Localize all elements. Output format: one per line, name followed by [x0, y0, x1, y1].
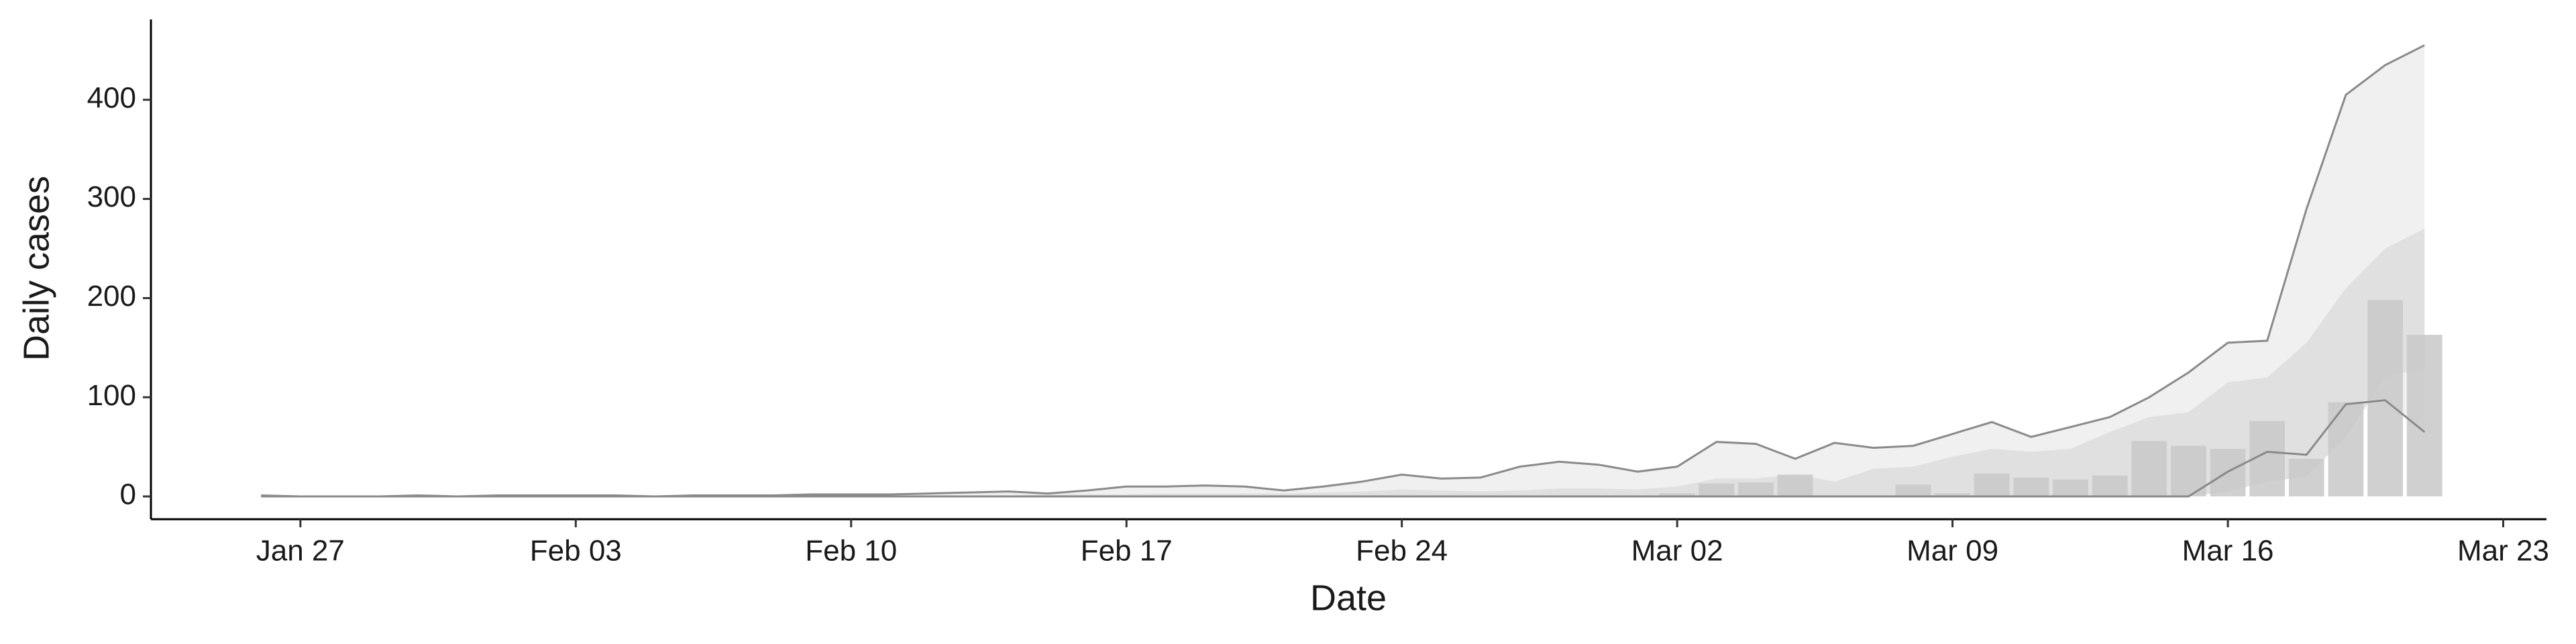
x-tick-label: Feb 03 [530, 535, 622, 568]
x-tick-label: Jan 27 [256, 535, 345, 568]
x-tick-label: Mar 16 [2182, 535, 2274, 568]
y-tick-label: 100 [87, 379, 136, 412]
bar [2131, 441, 2167, 497]
bar [1974, 474, 2010, 497]
bar [1659, 493, 1695, 497]
x-tick-label: Mar 09 [1907, 535, 1998, 568]
credible-band [261, 45, 2425, 497]
bar [1699, 483, 1735, 497]
y-tick-label: 0 [120, 478, 136, 511]
bar [1777, 474, 1813, 497]
x-tick-label: Mar 23 [2457, 535, 2549, 568]
bar [2367, 300, 2403, 497]
x-tick-label: Feb 10 [805, 535, 897, 568]
bar [2092, 475, 2128, 497]
bar [1895, 484, 1931, 497]
bar [2053, 479, 2088, 497]
y-tick-label: 300 [87, 180, 136, 213]
x-tick-label: Mar 02 [1631, 535, 1723, 568]
bar [1935, 493, 1970, 497]
y-tick-label: 200 [87, 280, 136, 313]
bar [1738, 482, 1774, 497]
x-tick-label: Feb 24 [1356, 535, 1448, 568]
x-axis-title: Date [1310, 578, 1387, 618]
y-tick-label: 400 [87, 81, 136, 114]
credible-band [261, 228, 2425, 497]
y-axis-title: Daily cases [16, 176, 56, 361]
band-edge-line [261, 399, 2426, 498]
bar [2013, 477, 2049, 497]
bar [2288, 458, 2324, 497]
bar [2328, 402, 2364, 497]
bar [2406, 335, 2443, 497]
x-tick-label: Feb 17 [1081, 535, 1173, 568]
